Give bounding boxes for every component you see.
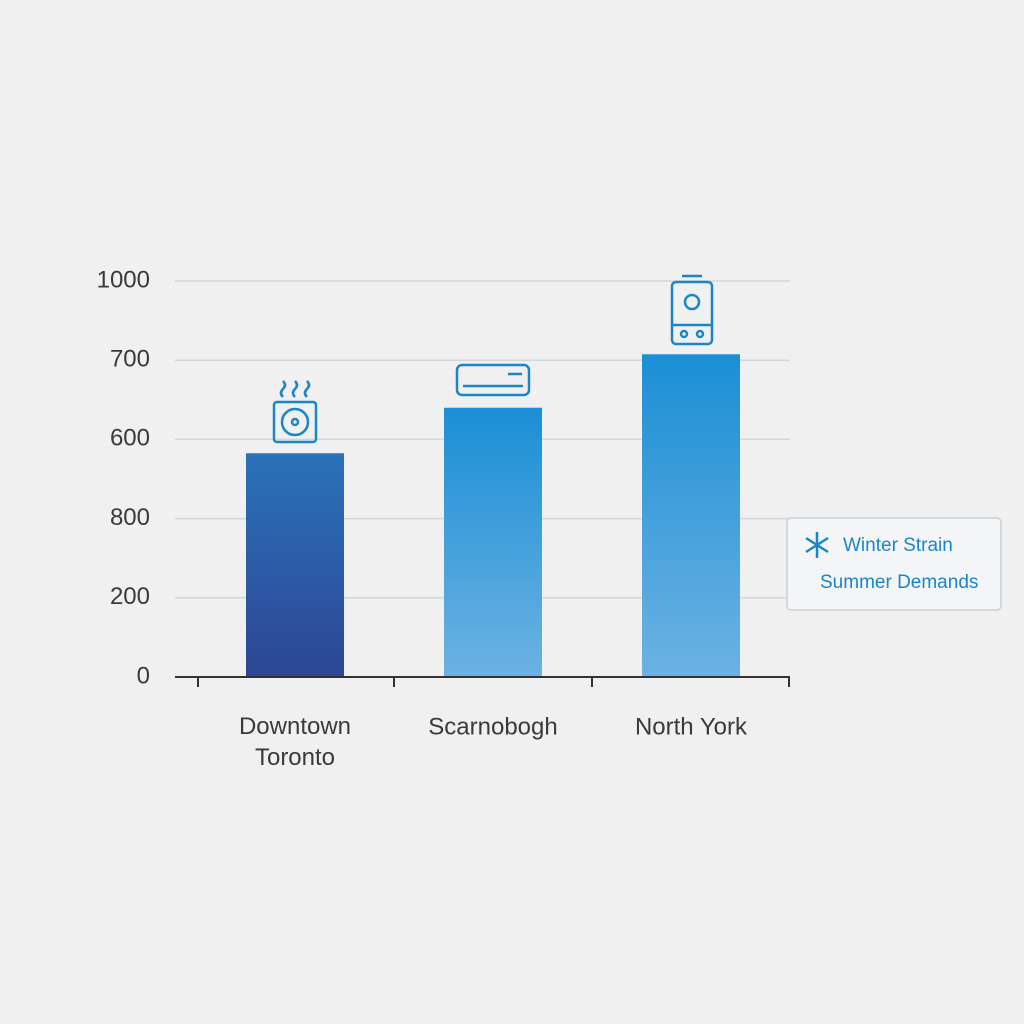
legend-box: [786, 517, 1002, 611]
bar: [642, 354, 740, 677]
icons: [272, 274, 714, 444]
snowflake-icon: [805, 532, 829, 558]
heat-pump-icon: [272, 380, 318, 444]
y-tick-label: 600: [110, 425, 150, 452]
bar: [246, 453, 344, 677]
legend-label: Winter Strain: [843, 535, 953, 556]
air-conditioner-icon: [455, 363, 531, 397]
bar: [444, 407, 542, 677]
x-tick-label: Scarnobogh: [428, 713, 557, 740]
y-tick-label: 0: [137, 662, 150, 689]
y-tick-label: 1000: [97, 266, 150, 293]
water-heater-icon: [670, 274, 714, 346]
y-tick-label: 200: [110, 583, 150, 610]
legend: Winter Strain Summer Demands: [786, 517, 1002, 611]
legend-label: Summer Demands: [820, 572, 978, 593]
y-tick-label: 800: [110, 504, 150, 531]
x-tick-label: Downtown Toronto: [239, 713, 351, 771]
x-tick-label: North York: [635, 713, 748, 740]
y-tick-label: 700: [110, 346, 150, 373]
